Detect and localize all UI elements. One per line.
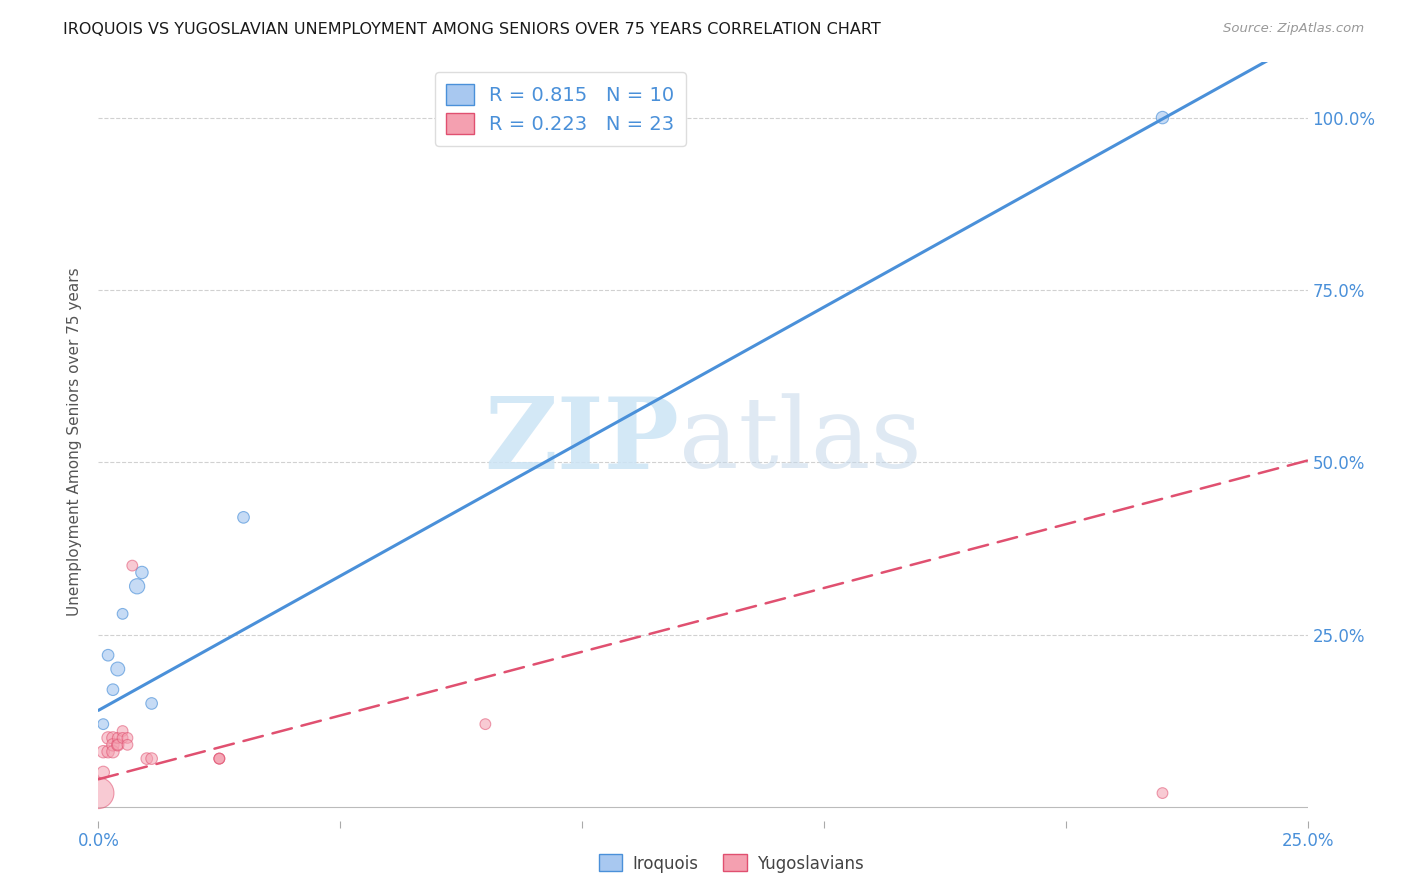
Point — [101, 731, 124, 745]
Point — [87, 786, 110, 800]
Point — [107, 738, 129, 752]
Point — [135, 751, 157, 765]
Point — [141, 697, 163, 711]
Point — [101, 738, 124, 752]
Point — [141, 751, 163, 765]
Point — [91, 745, 114, 759]
Legend: R = 0.815   N = 10, R = 0.223   N = 23: R = 0.815 N = 10, R = 0.223 N = 23 — [434, 72, 686, 145]
Y-axis label: Unemployment Among Seniors over 75 years: Unemployment Among Seniors over 75 years — [67, 268, 83, 615]
Text: IROQUOIS VS YUGOSLAVIAN UNEMPLOYMENT AMONG SENIORS OVER 75 YEARS CORRELATION CHA: IROQUOIS VS YUGOSLAVIAN UNEMPLOYMENT AMO… — [63, 22, 882, 37]
Point — [117, 738, 139, 752]
Point — [117, 731, 139, 745]
Legend: Iroquois, Yugoslavians: Iroquois, Yugoslavians — [592, 847, 870, 880]
Text: atlas: atlas — [679, 393, 921, 490]
Point — [107, 731, 129, 745]
Point — [97, 745, 120, 759]
Point — [208, 751, 231, 765]
Point — [474, 717, 496, 731]
Point — [111, 731, 134, 745]
Point — [131, 566, 153, 580]
Point — [101, 745, 124, 759]
Point — [1152, 111, 1174, 125]
Point — [101, 682, 124, 697]
Point — [232, 510, 254, 524]
Text: ZIP: ZIP — [484, 393, 679, 490]
Point — [127, 579, 149, 593]
Point — [121, 558, 143, 573]
Point — [1152, 786, 1174, 800]
Point — [107, 662, 129, 676]
Point — [107, 738, 129, 752]
Point — [111, 724, 134, 739]
Point — [97, 648, 120, 663]
Text: Source: ZipAtlas.com: Source: ZipAtlas.com — [1223, 22, 1364, 36]
Point — [208, 751, 231, 765]
Point — [97, 731, 120, 745]
Point — [208, 751, 231, 765]
Point — [111, 607, 134, 621]
Point — [91, 765, 114, 780]
Point — [91, 717, 114, 731]
